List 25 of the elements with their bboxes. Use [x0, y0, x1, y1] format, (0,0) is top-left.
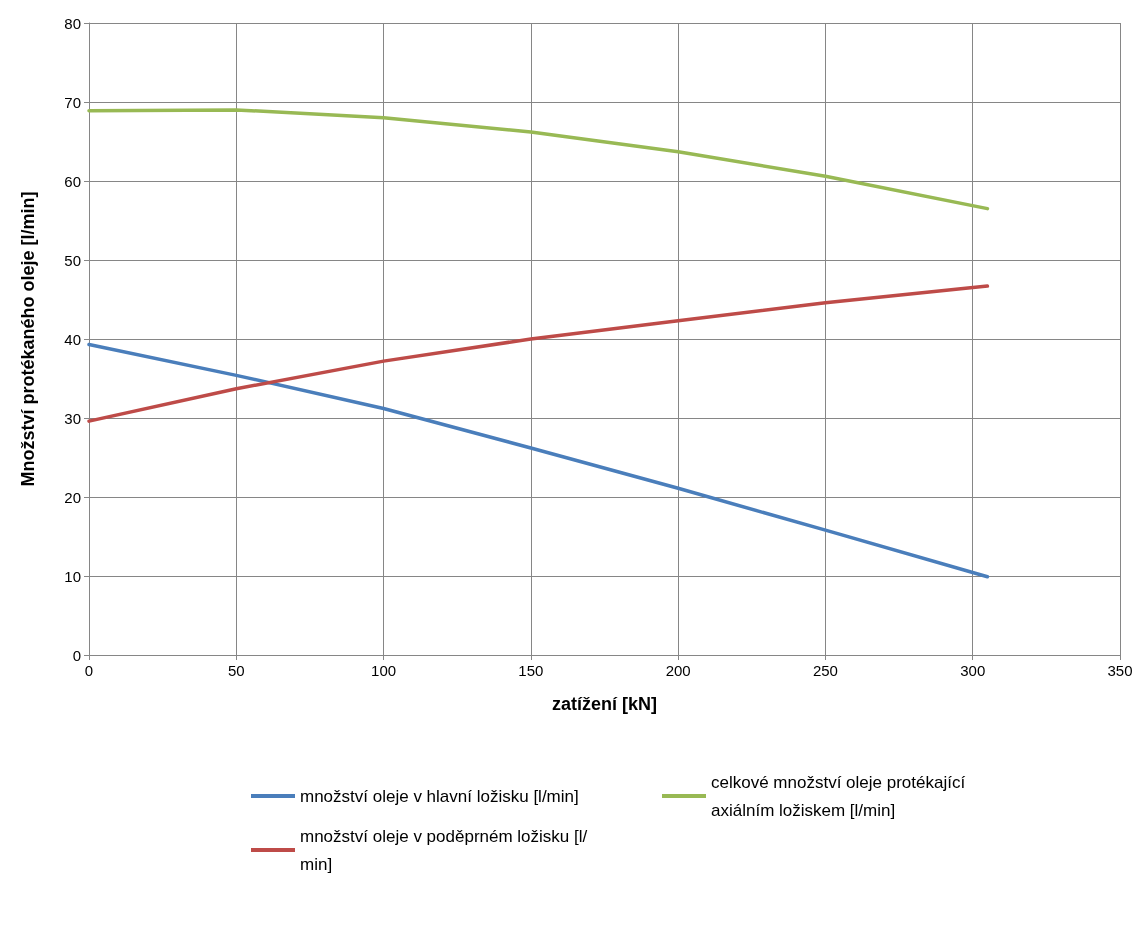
legend-label: množství oleje v poděprném ložisku [l/min]: [300, 826, 588, 874]
x-tick-label: 350: [1107, 662, 1133, 679]
x-tick-label: 150: [518, 662, 544, 679]
line-series: [87, 284, 990, 423]
x-tick-label: 200: [665, 662, 691, 679]
x-tick-label: 50: [227, 662, 245, 679]
x-tick-label: 250: [812, 662, 838, 679]
y-tick-label: 40: [64, 330, 81, 348]
y-tick-label: 50: [64, 251, 81, 269]
x-tick-label: 100: [371, 662, 397, 679]
x-tick-label: 0: [84, 662, 94, 679]
line-series: [87, 342, 990, 579]
y-tick-label: 30: [64, 409, 81, 427]
legend-label: množství oleje v hlavní ložisku [l/min]: [300, 786, 579, 806]
line-series: [87, 108, 990, 211]
x-tick-label: 300: [960, 662, 986, 679]
legend-label: celkové množství oleje protékající axiálním ložiskem [l/min]: [711, 772, 970, 820]
y-tick-label: 0: [72, 646, 81, 664]
y-axis-title: Množství protékaného oleje [l/min]: [18, 191, 38, 487]
y-tick-label: 10: [64, 567, 81, 585]
y-tick-label: 60: [64, 172, 81, 190]
y-tick-label: 20: [64, 488, 81, 506]
y-tick-label: 70: [64, 93, 81, 111]
x-axis-title: zatížení [kN]: [551, 694, 658, 714]
y-tick-label: 80: [64, 14, 81, 32]
